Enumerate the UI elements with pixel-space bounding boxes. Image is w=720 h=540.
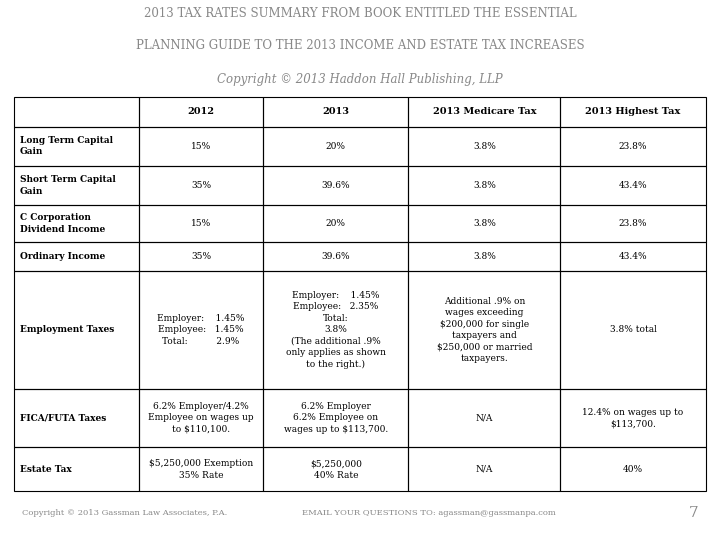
Bar (139, 271, 264, 389)
Bar (139, 205, 264, 242)
Bar (408, 166, 560, 205)
Bar (264, 166, 408, 205)
Bar (408, 389, 560, 447)
Text: Employment Taxes: Employment Taxes (20, 325, 114, 334)
Text: 23.8%: 23.8% (618, 141, 647, 151)
Bar (408, 447, 560, 491)
Text: 3.8%: 3.8% (473, 181, 496, 190)
Bar (14, 126, 139, 166)
Text: PLANNING GUIDE TO THE 2013 INCOME AND ESTATE TAX INCREASES: PLANNING GUIDE TO THE 2013 INCOME AND ES… (135, 39, 585, 52)
Bar (14, 271, 139, 389)
Text: 23.8%: 23.8% (618, 219, 647, 228)
Text: N/A: N/A (476, 465, 493, 474)
Text: 39.6%: 39.6% (322, 181, 350, 190)
Bar (560, 271, 706, 389)
Bar (139, 126, 264, 166)
Bar (139, 242, 264, 271)
Bar (139, 447, 264, 491)
Bar (14, 389, 139, 447)
Text: 43.4%: 43.4% (618, 181, 647, 190)
Bar (560, 166, 706, 205)
Bar (14, 166, 139, 205)
Text: Copyright © 2013 Haddon Hall Publishing, LLP: Copyright © 2013 Haddon Hall Publishing,… (217, 73, 503, 86)
Bar (408, 205, 560, 242)
Bar (560, 447, 706, 491)
Text: 3.8%: 3.8% (473, 219, 496, 228)
Bar (264, 97, 408, 126)
Text: 3.8% total: 3.8% total (610, 325, 657, 334)
Bar (139, 97, 264, 126)
Text: Additional .9% on
wages exceeding
$200,000 for single
taxpayers and
$250,000 or : Additional .9% on wages exceeding $200,0… (436, 296, 532, 363)
Bar (264, 389, 408, 447)
Text: Long Term Capital
Gain: Long Term Capital Gain (20, 136, 113, 157)
Bar (139, 389, 264, 447)
Text: 2013: 2013 (323, 107, 349, 117)
Bar (264, 271, 408, 389)
Bar (560, 97, 706, 126)
Bar (408, 126, 560, 166)
Text: 20%: 20% (326, 141, 346, 151)
Text: 35%: 35% (191, 252, 211, 261)
Text: 12.4% on wages up to
$113,700.: 12.4% on wages up to $113,700. (582, 408, 684, 428)
Text: Copyright © 2013 Gassman Law Associates, P.A.: Copyright © 2013 Gassman Law Associates,… (22, 509, 227, 517)
Text: 2013 Medicare Tax: 2013 Medicare Tax (433, 107, 536, 117)
Text: Ordinary Income: Ordinary Income (20, 252, 105, 261)
Text: 35%: 35% (191, 181, 211, 190)
Text: 7: 7 (689, 507, 698, 520)
Bar (14, 242, 139, 271)
Text: $5,250,000
40% Rate: $5,250,000 40% Rate (310, 459, 361, 480)
Bar (264, 126, 408, 166)
Text: 3.8%: 3.8% (473, 252, 496, 261)
Text: Employer:    1.45%
Employee:   1.45%
Total:          2.9%: Employer: 1.45% Employee: 1.45% Total: 2… (157, 314, 245, 346)
Text: Estate Tax: Estate Tax (20, 465, 72, 474)
Text: 43.4%: 43.4% (618, 252, 647, 261)
Text: 2013 TAX RATES SUMMARY FROM BOOK ENTITLED THE ESSENTIAL: 2013 TAX RATES SUMMARY FROM BOOK ENTITLE… (144, 8, 576, 21)
Bar (560, 389, 706, 447)
Text: C Corporation
Dividend Income: C Corporation Dividend Income (20, 213, 105, 233)
Text: $5,250,000 Exemption
35% Rate: $5,250,000 Exemption 35% Rate (149, 459, 253, 480)
Bar (14, 97, 139, 126)
Text: 40%: 40% (623, 465, 643, 474)
Bar (139, 166, 264, 205)
Bar (264, 447, 408, 491)
Text: Employer:    1.45%
Employee:   2.35%
Total:
3.8%
(The additional .9%
only applie: Employer: 1.45% Employee: 2.35% Total: 3… (286, 291, 386, 369)
Text: 20%: 20% (326, 219, 346, 228)
Text: FICA/FUTA Taxes: FICA/FUTA Taxes (20, 414, 106, 422)
Text: 6.2% Employer
6.2% Employee on
wages up to $113,700.: 6.2% Employer 6.2% Employee on wages up … (284, 402, 388, 434)
Text: EMAIL YOUR QUESTIONS TO: agassman@gassmanpa.com: EMAIL YOUR QUESTIONS TO: agassman@gassma… (302, 509, 556, 517)
Bar (14, 447, 139, 491)
Bar (408, 97, 560, 126)
Bar (560, 126, 706, 166)
Bar (408, 271, 560, 389)
Text: 2013 Highest Tax: 2013 Highest Tax (585, 107, 680, 117)
Text: 6.2% Employer/4.2%
Employee on wages up
to $110,100.: 6.2% Employer/4.2% Employee on wages up … (148, 402, 254, 434)
Text: 15%: 15% (191, 141, 211, 151)
Bar (560, 242, 706, 271)
Bar (264, 242, 408, 271)
Text: Short Term Capital
Gain: Short Term Capital Gain (20, 175, 116, 195)
Text: 39.6%: 39.6% (322, 252, 350, 261)
Bar (14, 205, 139, 242)
Text: N/A: N/A (476, 414, 493, 422)
Text: 3.8%: 3.8% (473, 141, 496, 151)
Bar (560, 205, 706, 242)
Bar (408, 242, 560, 271)
Text: 15%: 15% (191, 219, 211, 228)
Bar (264, 205, 408, 242)
Text: 2012: 2012 (187, 107, 215, 117)
